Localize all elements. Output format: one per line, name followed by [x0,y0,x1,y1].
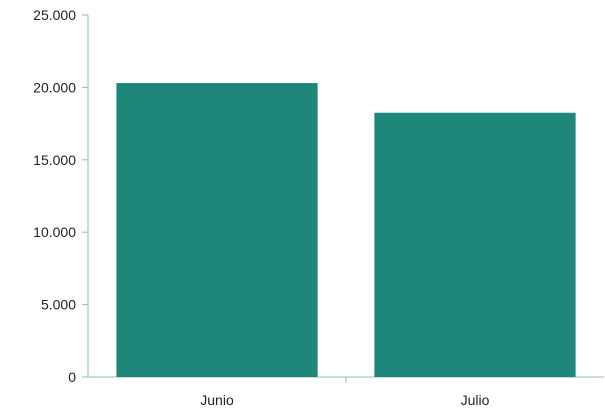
y-tick-label: 20.000 [33,79,76,95]
bar-junio [116,83,318,377]
x-tick-labels: Junio Julio [200,392,489,408]
y-tick-label: 25.000 [33,7,76,23]
y-tick-label: 10.000 [33,224,76,240]
x-tick-label: Junio [200,392,234,408]
x-tick-label: Julio [461,392,490,408]
bar-julio [374,112,576,378]
y-tick-label: 15.000 [33,152,76,168]
y-tick-labels: 0 5.000 10.000 15.000 20.000 25.000 [33,7,76,385]
bars [116,83,576,378]
y-tick-label: 5.000 [41,297,76,313]
y-axis [82,14,89,378]
x-axis [88,376,604,383]
y-tick-label: 0 [68,369,76,385]
